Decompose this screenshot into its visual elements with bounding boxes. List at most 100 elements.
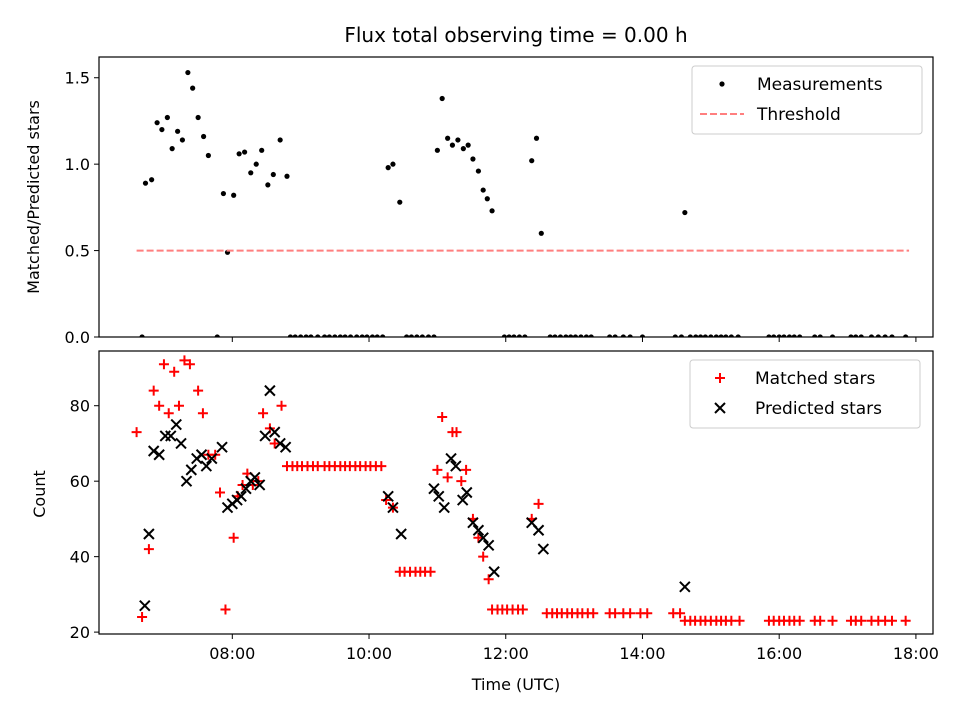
matched-stars-point [456, 476, 467, 487]
predicted-stars-point [477, 532, 489, 544]
legend-entry-label: Matched stars [755, 369, 875, 389]
measurement-point [292, 334, 298, 337]
x-tick-label: 16:00 [756, 644, 802, 663]
measurement-point [308, 334, 314, 337]
measurement-point [875, 334, 881, 337]
measurement-point [612, 334, 618, 337]
predicted-stars-point [395, 528, 407, 540]
measurement-point [390, 161, 396, 167]
measurement-point [259, 147, 265, 153]
matched-stars-point [376, 461, 387, 472]
measurement-point [588, 334, 594, 337]
x-axis-label: Time (UTC) [471, 675, 560, 694]
measurement-point [465, 142, 471, 148]
measurement-point [480, 187, 486, 193]
measurement-point [364, 334, 370, 337]
measurement-point [735, 334, 741, 337]
measurement-point [248, 170, 254, 176]
top-y-axis-label: Matched/Predicted stars [24, 100, 43, 294]
measurement-point [702, 334, 708, 337]
predicted-stars-point [456, 494, 469, 506]
measurement-point [326, 334, 332, 337]
measurement-point [682, 209, 688, 216]
legend: Matched stars Predicted stars [689, 359, 921, 429]
measurement-point [179, 137, 185, 143]
predicted-stars-point [264, 384, 276, 397]
predicted-stars-point [382, 490, 394, 502]
legend-entry-label: Threshold [756, 105, 841, 125]
measurement-point [693, 334, 699, 337]
y-tick-label: 40 [70, 548, 90, 567]
measurement-point [516, 334, 523, 337]
measurement-point [342, 334, 348, 337]
measurements-panel: 0.0 0.5 1.0 1.5 Measurements Threshold [65, 56, 934, 347]
measurement-point [687, 334, 693, 337]
measurement-point [159, 126, 165, 133]
measurement-point [511, 334, 517, 337]
legend: Measurements Threshold [691, 65, 923, 135]
predicted-stars-point [450, 460, 462, 472]
measurement-point [337, 334, 343, 337]
measurement-point [501, 334, 507, 337]
y-tick-label: 20 [70, 623, 90, 642]
predicted-stars-point [433, 490, 445, 502]
measurement-point [347, 334, 354, 337]
measurement-point [728, 334, 734, 337]
measurement-point [583, 334, 590, 337]
matched-stars-point [827, 615, 838, 626]
measurement-point [359, 334, 365, 337]
measurement-point [672, 334, 678, 337]
measurement-point [369, 334, 376, 337]
predicted-stars-point [147, 445, 160, 457]
predicted-stars-point [679, 581, 691, 593]
predicted-stars-point [438, 501, 450, 514]
measurement-point [678, 334, 685, 337]
predicted-stars-point [537, 543, 550, 555]
measurement-point [231, 192, 237, 198]
measurement-point [713, 334, 719, 337]
measurement-point [697, 334, 704, 337]
matched-stars-point [197, 408, 208, 419]
matched-stars-point [432, 464, 443, 475]
measurement-point [868, 334, 875, 337]
predicted-stars-point [482, 539, 495, 552]
matched-stars-point [143, 544, 154, 555]
measurement-point [853, 334, 859, 337]
measurement-point [776, 334, 782, 337]
matched-stars-point [169, 366, 180, 377]
measurement-point [470, 156, 476, 162]
measurement-point [205, 152, 211, 159]
matched-stars-point [588, 608, 599, 619]
matched-stars-point [137, 612, 148, 623]
measurement-point [607, 334, 613, 337]
predicted-stars-point [274, 437, 286, 450]
x-tick-label: 10:00 [346, 644, 392, 663]
measurement-point [858, 334, 864, 337]
measurement-point [538, 230, 544, 236]
predicted-stars-point [467, 516, 479, 529]
bottom-y-axis-label: Count [30, 470, 49, 518]
predicted-stars-point [428, 483, 440, 495]
x-tick-label: 12:00 [483, 644, 529, 663]
predicted-stars-point [153, 449, 165, 461]
predicted-stars-point [206, 452, 218, 465]
measurement-point [164, 114, 170, 121]
measurement-point [321, 334, 328, 337]
x-tick-label: 14:00 [619, 644, 665, 663]
measurement-point [627, 334, 633, 337]
measurement-point [236, 151, 242, 157]
measurement-point [460, 146, 466, 152]
matched-stars-point [131, 427, 142, 438]
measurement-point [332, 334, 338, 337]
measurement-point [425, 334, 432, 337]
measurement-point [195, 114, 201, 121]
predicted-stars-point [461, 486, 473, 499]
measurement-point [455, 137, 461, 143]
measurement-point [200, 133, 207, 140]
measurement-point [552, 334, 558, 337]
matched-stars-point [734, 615, 745, 626]
measurement-point [882, 334, 888, 337]
measurement-point [265, 182, 271, 188]
measurement-point [397, 199, 403, 205]
matched-stars-point [193, 385, 204, 396]
